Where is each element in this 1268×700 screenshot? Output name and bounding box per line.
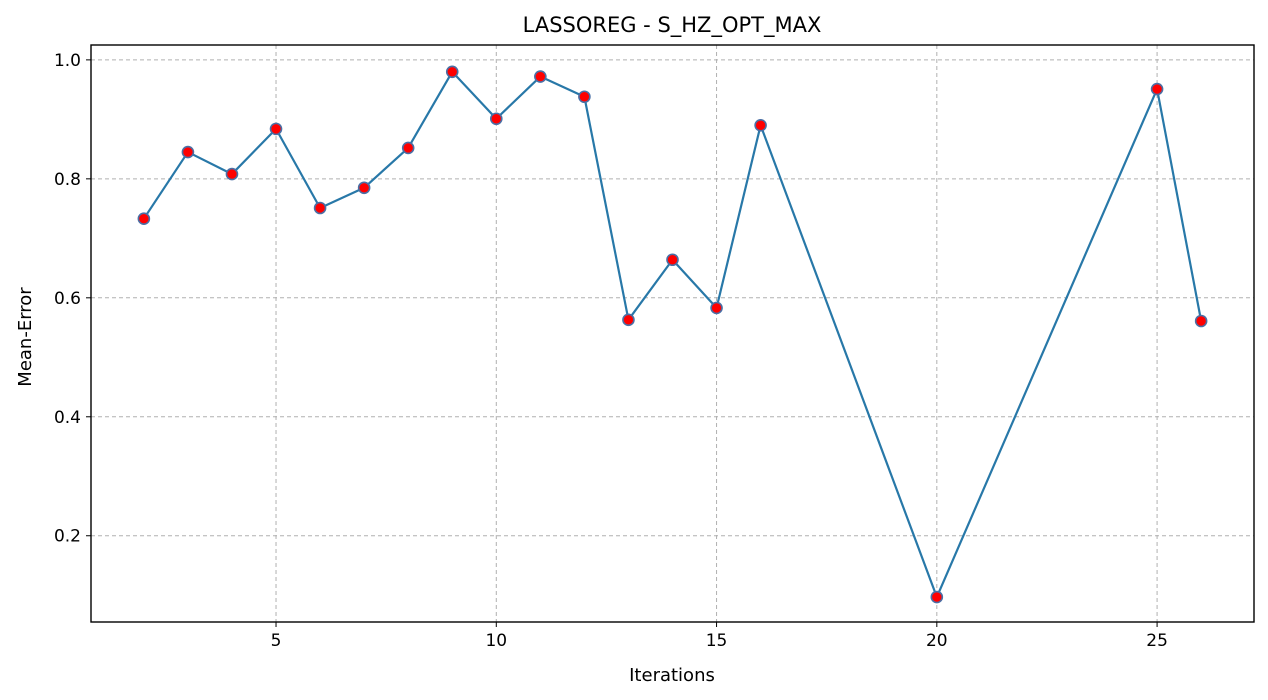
data-point-marker [534,70,547,83]
data-point-marker [754,119,767,132]
series-layer [137,65,1208,604]
y-tick-label: 1.0 [54,51,81,71]
data-point-marker [489,112,503,126]
data-point-marker [181,145,195,159]
x-tick-label: 5 [271,631,282,651]
data-point-marker [137,212,151,225]
data-point-marker [930,590,944,604]
data-point-marker [578,90,591,104]
x-tick-label: 20 [926,631,948,651]
data-point-marker [1194,314,1208,328]
x-tick-label: 10 [485,631,507,651]
y-tick-label: 0.8 [54,170,81,190]
x-tick-label: 25 [1146,631,1168,651]
series-line [142,70,1203,599]
data-point-marker [269,122,283,136]
chart-title: LASSOREG - S_HZ_OPT_MAX [523,13,822,38]
data-point-marker [622,313,635,327]
data-point-marker [710,301,723,315]
y-tick-label: 0.2 [54,527,81,547]
data-point-marker [666,253,679,267]
grid-lines [91,45,1254,622]
y-tick-label: 0.4 [54,408,81,428]
x-tick-label: 15 [706,631,728,651]
y-tick-label: 0.6 [54,289,81,309]
y-axis-title: Mean-Error [15,287,36,387]
plot-frame [90,44,1255,623]
data-point-marker [357,181,371,195]
data-point-marker [1150,82,1164,96]
data-point-marker [225,167,239,181]
axes: 5 10 15 20 25 0.2 0.4 0.6 0.8 1.0 [54,51,1168,651]
data-point-marker [401,141,415,155]
x-axis-title: Iterations [629,665,715,686]
data-point-marker [445,65,459,79]
data-point-marker [313,201,327,215]
